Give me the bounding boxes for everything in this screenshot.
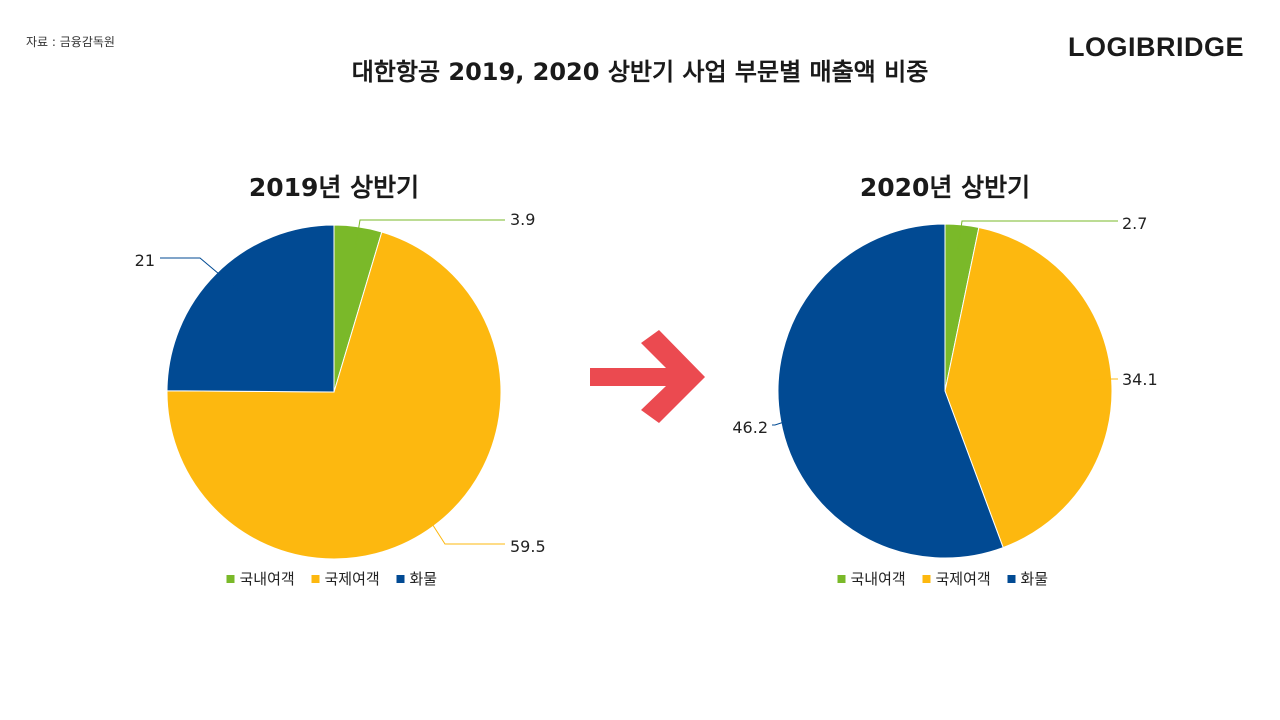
chart-title: 2019년 상반기	[249, 173, 419, 202]
legend-label-국내여객: 국내여객	[240, 570, 295, 588]
legend-swatch-국제여객	[311, 575, 320, 583]
pie-slice-화물	[166, 224, 335, 393]
legend-label-화물: 화물	[1021, 570, 1049, 588]
leader-line-화물	[160, 257, 239, 291]
pie-chart-2020: 2020년 상반기 2.7 34.1 46.2 국내여객 국제여객 화물	[732, 173, 1157, 588]
leader-line-국내여객	[354, 219, 505, 251]
leader-line-화물	[772, 419, 791, 426]
brand-logo: LOGIBRIDGE	[1067, 32, 1244, 62]
leader-line-국제여객	[1084, 378, 1118, 382]
data-label-화물: 46.2	[732, 418, 768, 437]
data-label-화물: 21	[135, 251, 155, 270]
legend-swatch-국제여객	[922, 575, 931, 583]
legend-swatch-국내여객	[226, 575, 235, 583]
legend-label-국제여객: 국제여객	[936, 570, 991, 588]
leader-line-국내여객	[957, 220, 1118, 251]
legend-swatch-국내여객	[837, 575, 846, 583]
legend-label-국내여객: 국내여객	[851, 570, 906, 588]
data-label-국내여객: 3.9	[510, 210, 535, 229]
pie-slice-국제여객	[944, 226, 1113, 549]
chart-title: 2020년 상반기	[860, 173, 1030, 202]
legend-label-국제여객: 국제여객	[325, 570, 380, 588]
page-title: 대한항공 2019, 2020 상반기 사업 부문별 매출액 비중	[351, 58, 929, 86]
legend-label-화물: 화물	[410, 570, 438, 588]
right-arrow-icon	[590, 330, 705, 423]
data-label-국제여객: 59.5	[510, 537, 546, 556]
data-label-국내여객: 2.7	[1122, 214, 1147, 233]
pie-chart-2019: 2019년 상반기 3.9 59.5 21 국내여객 국제여객 화물	[135, 173, 546, 588]
data-label-국제여객: 34.1	[1122, 370, 1158, 389]
leader-line-국제여객	[419, 504, 505, 545]
legend-swatch-화물	[1007, 575, 1016, 583]
legend-swatch-화물	[396, 575, 405, 583]
pie-slice-화물	[777, 223, 1004, 559]
source-note: 자료 : 금융감독원	[26, 35, 115, 49]
